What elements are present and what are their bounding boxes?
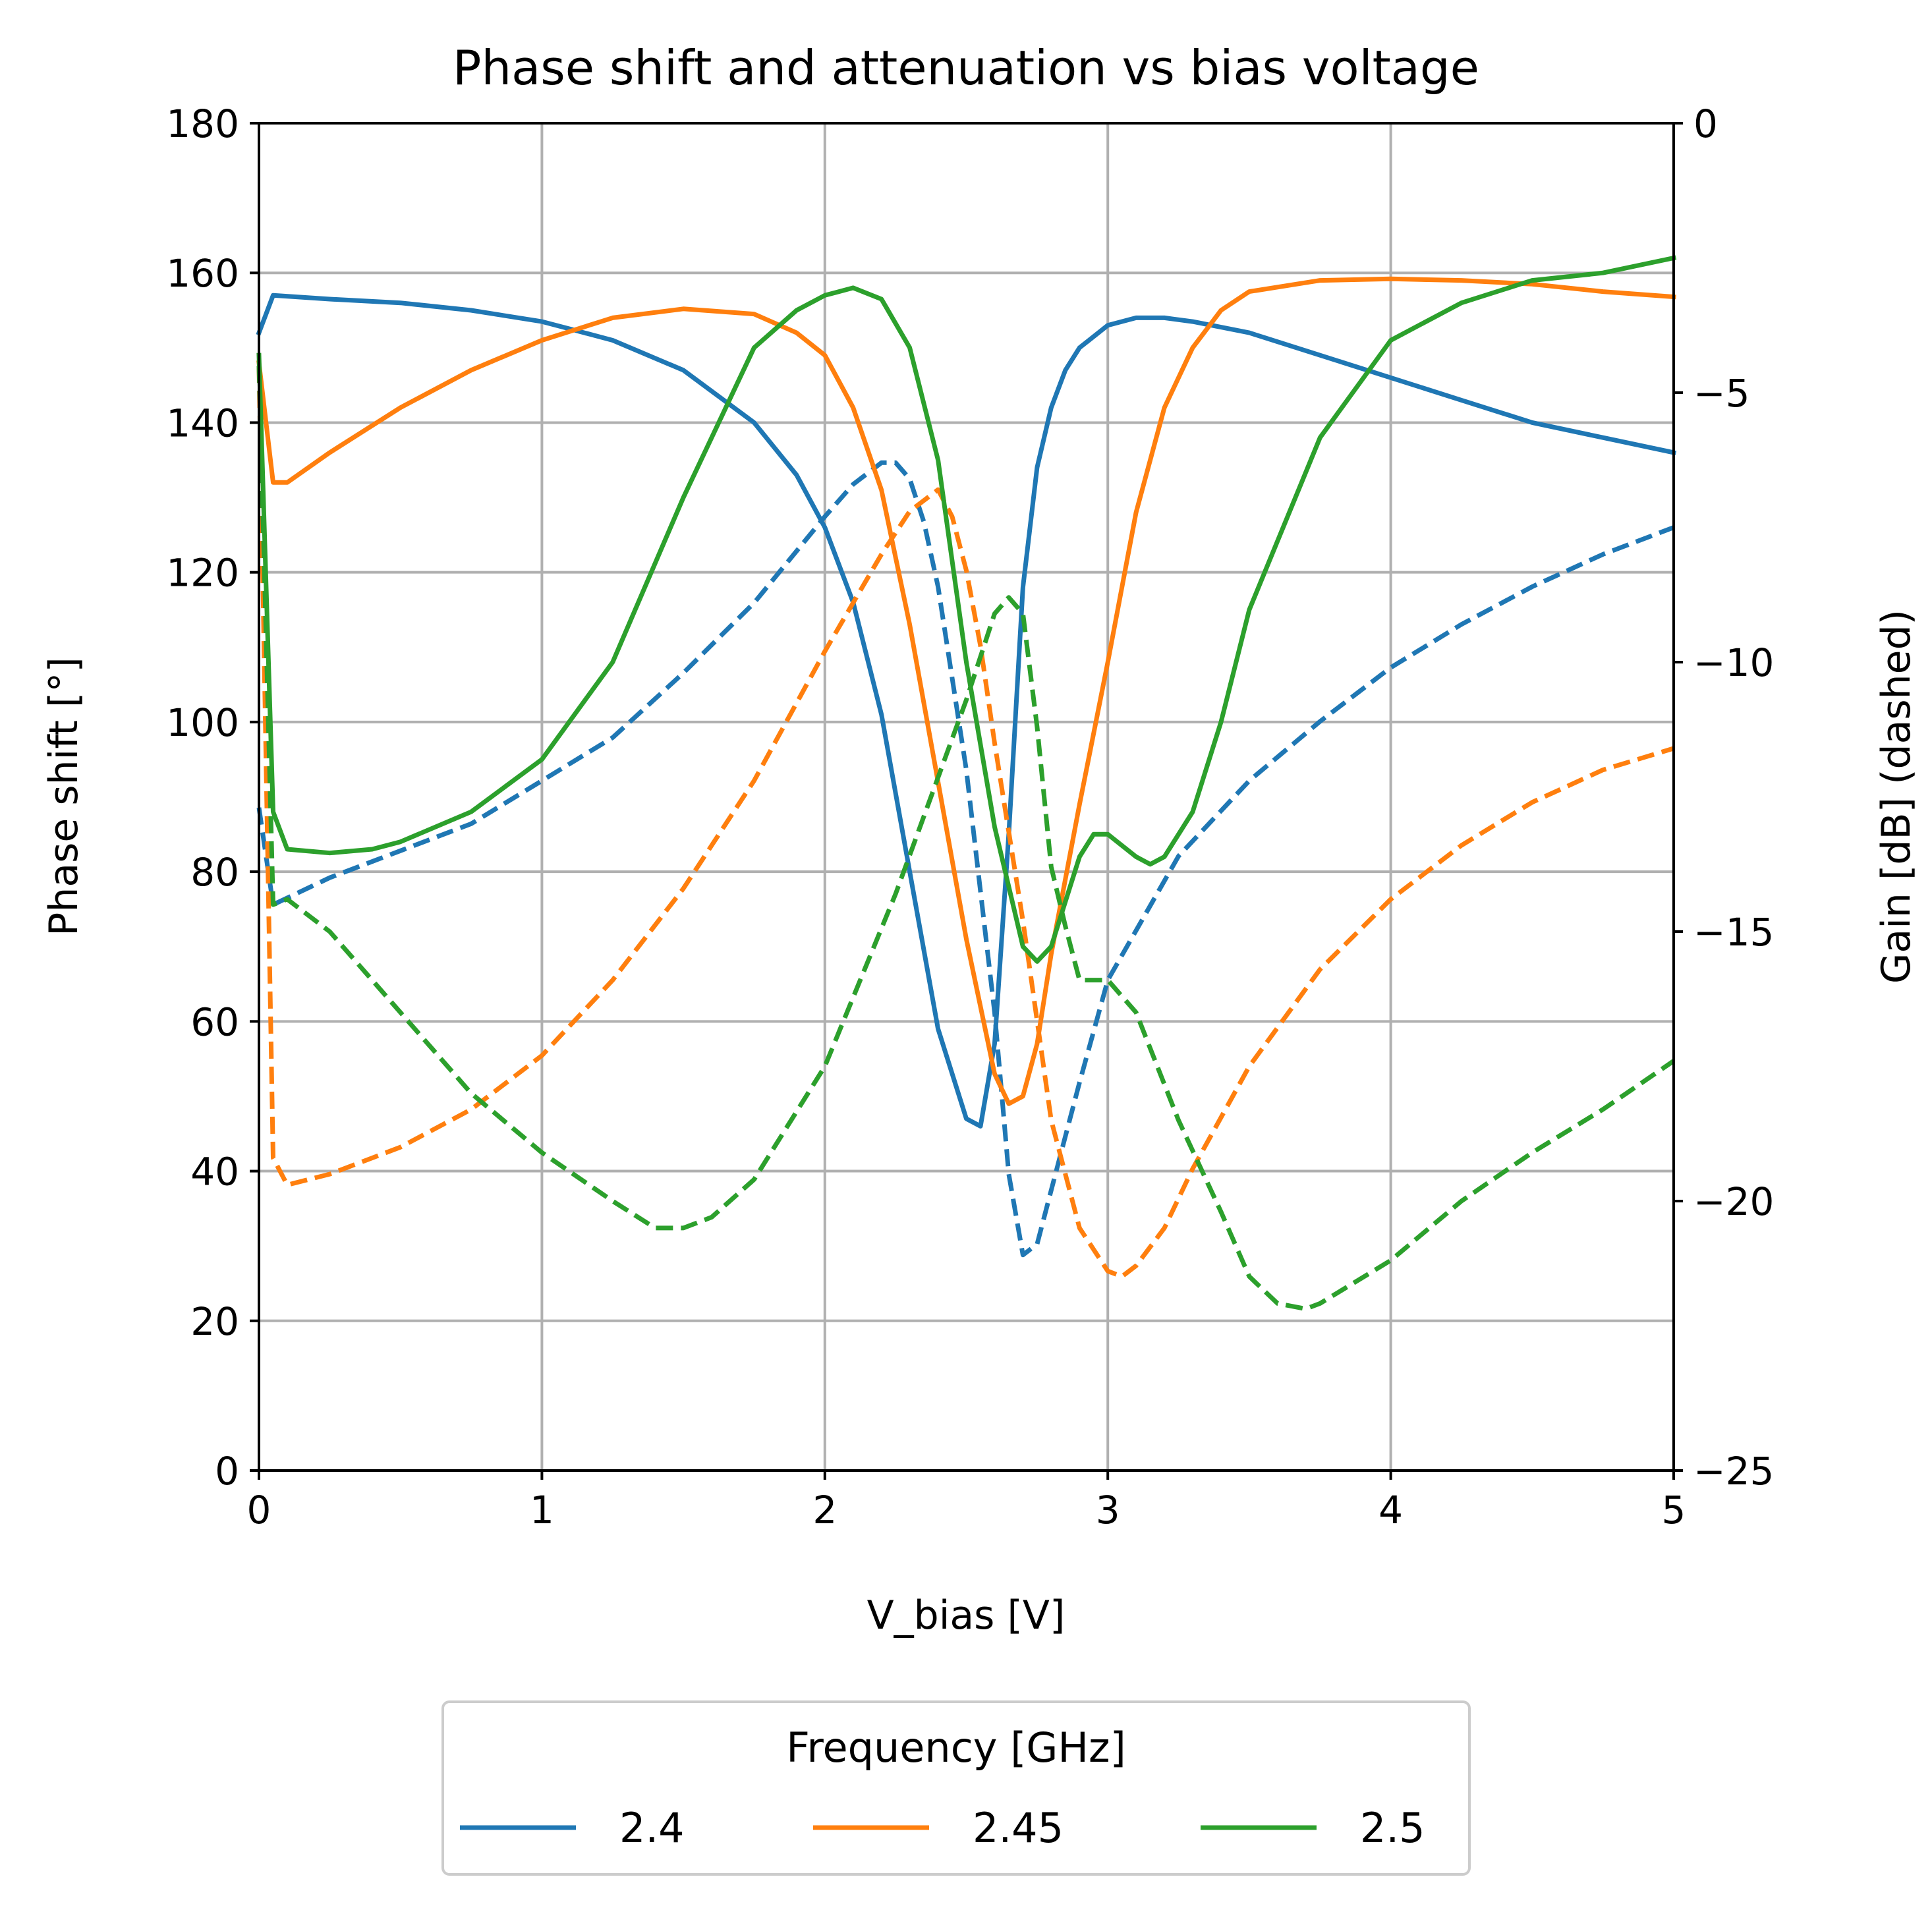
y2-tick-label: −10 (1693, 640, 1774, 685)
x-tick-label: 5 (1662, 1488, 1686, 1532)
y-axis-label: Phase shift [°] (41, 657, 87, 936)
y-tick-label: 140 (166, 401, 239, 445)
y-tick-label: 160 (166, 251, 239, 296)
phase-line-2-45 (256, 276, 1676, 1106)
y2-tick-label: −25 (1693, 1449, 1774, 1494)
phase-line-2-4 (256, 293, 1677, 1129)
y2-tick-label: 0 (1693, 101, 1718, 146)
legend-box (441, 1700, 1471, 1876)
chart-title: Phase shift and attenuation vs bias volt… (453, 40, 1479, 96)
axis-ticks: 0 1 2 3 4 5 0 20 40 60 80 100 120 140 160 180 0 −5 −10 −15 −… (166, 101, 1774, 1532)
x-tick-label: 4 (1378, 1488, 1403, 1532)
legend-label-2-45: 2.45 (973, 1804, 1064, 1852)
grid (258, 122, 1675, 1472)
x-tick-label: 3 (1096, 1488, 1120, 1532)
plot-lines (256, 255, 1677, 1312)
x-tick-label: 2 (812, 1488, 837, 1532)
legend: Frequency [GHz] 2.4 2.45 2.5 (441, 1700, 1471, 1876)
plot-frame (258, 122, 1675, 1472)
x-tick-label: 1 (530, 1488, 554, 1532)
y-tick-label: 60 (190, 999, 239, 1044)
y-tick-label: 0 (215, 1449, 239, 1494)
gain-line-2-4 (256, 460, 1675, 1258)
x-axis-label: V_bias [V] (867, 1592, 1065, 1639)
phase-line-2-5 (256, 255, 1677, 964)
y-tick-label: 40 (190, 1150, 239, 1194)
y-tick-label: 20 (190, 1299, 239, 1344)
legend-label-2-5: 2.5 (1360, 1804, 1425, 1852)
legend-label-2-4: 2.4 (619, 1804, 685, 1852)
y2-tick-label: −15 (1693, 910, 1774, 955)
y2-tick-label: −5 (1693, 371, 1750, 416)
y-tick-label: 100 (166, 700, 239, 745)
x-tick-label: 0 (247, 1488, 271, 1532)
y2-tick-label: −20 (1693, 1179, 1774, 1224)
y-tick-label: 180 (166, 101, 239, 146)
legend-title: Frequency [GHz] (786, 1724, 1126, 1772)
y2-axis-label: Gain [dB] (dashed) (1873, 609, 1919, 984)
y-tick-label: 80 (190, 850, 239, 895)
y-tick-label: 120 (166, 551, 239, 596)
gain-line-2-45 (256, 366, 1675, 1279)
